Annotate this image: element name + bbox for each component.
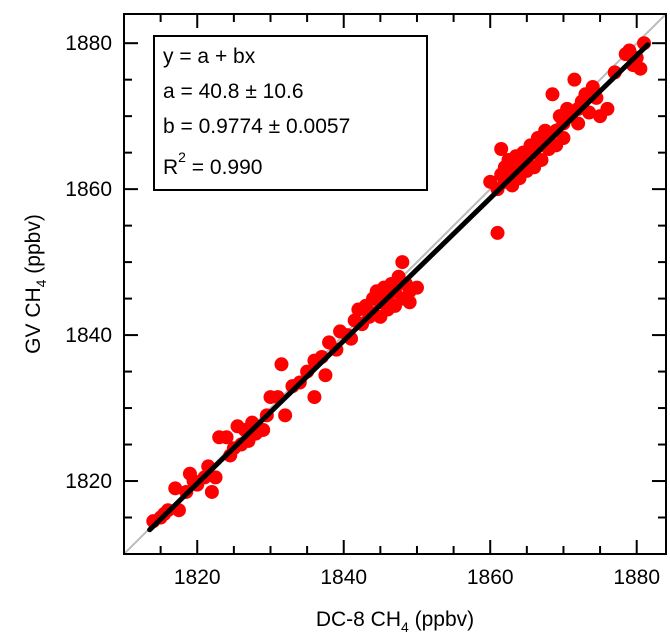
- stats-box: y = a + bx a = 40.8 ± 10.6 b = 0.9774 ± …: [153, 35, 428, 191]
- data-point: [409, 280, 424, 295]
- data-point: [556, 131, 571, 146]
- plot-frame: [123, 13, 667, 555]
- data-point: [582, 105, 597, 120]
- stats-r-squared-sup: 2: [178, 149, 186, 165]
- stats-equation: y = a + bx: [163, 45, 256, 68]
- y-tick-label: 1820: [65, 470, 112, 493]
- x-tick-label: 1880: [613, 566, 660, 589]
- data-point: [545, 87, 560, 102]
- data-point: [585, 79, 600, 94]
- data-point: [307, 390, 322, 405]
- data-point: [168, 481, 183, 496]
- data-point: [490, 225, 505, 240]
- stats-intercept: a = 40.8 ± 10.6: [163, 80, 304, 103]
- y-axis-title-prefix: GV CH: [22, 287, 45, 354]
- y-tick-label: 1880: [65, 32, 112, 55]
- data-point: [204, 484, 219, 499]
- data-point: [534, 152, 549, 167]
- data-point: [219, 430, 234, 445]
- data-point: [208, 470, 223, 485]
- data-point: [274, 357, 289, 372]
- stats-r-squared-value: = 0.990: [186, 156, 262, 179]
- y-axis-title: GV CH4 (ppbv): [22, 214, 49, 354]
- data-point: [633, 61, 648, 76]
- y-axis-title-suffix: (ppbv): [22, 214, 45, 279]
- fit-line-layer: [147, 42, 651, 533]
- fit-line: [147, 42, 651, 533]
- data-point: [318, 368, 333, 383]
- data-point: [494, 142, 509, 156]
- x-axis-title-subscript: 4: [401, 619, 409, 635]
- stats-r-squared: R2 = 0.990: [163, 149, 262, 179]
- x-axis-title-suffix: (ppbv): [409, 608, 474, 631]
- y-axis-title-subscript: 4: [33, 279, 49, 287]
- data-point: [278, 408, 293, 423]
- data-point: [402, 295, 417, 310]
- data-point: [567, 72, 582, 87]
- stats-box-frame: [153, 35, 428, 191]
- stats-slope: b = 0.9774 ± 0.0057: [163, 115, 350, 138]
- data-point: [256, 422, 271, 437]
- axis-ticks: 1820 1840 1860 1880 1820 1840 1860 1880: [65, 14, 666, 589]
- y-tick-label: 1840: [65, 324, 112, 347]
- data-point: [571, 116, 586, 131]
- x-tick-label: 1820: [174, 566, 221, 589]
- data-point: [600, 101, 615, 116]
- x-axis-title-prefix: DC-8 CH: [316, 608, 401, 631]
- x-tick-label: 1860: [467, 566, 514, 589]
- y-tick-label: 1860: [65, 178, 112, 201]
- data-point: [395, 255, 410, 270]
- x-tick-label: 1840: [320, 566, 367, 589]
- x-axis-title: DC-8 CH4 (ppbv): [316, 608, 474, 635]
- stats-r-squared-base: R: [163, 156, 178, 179]
